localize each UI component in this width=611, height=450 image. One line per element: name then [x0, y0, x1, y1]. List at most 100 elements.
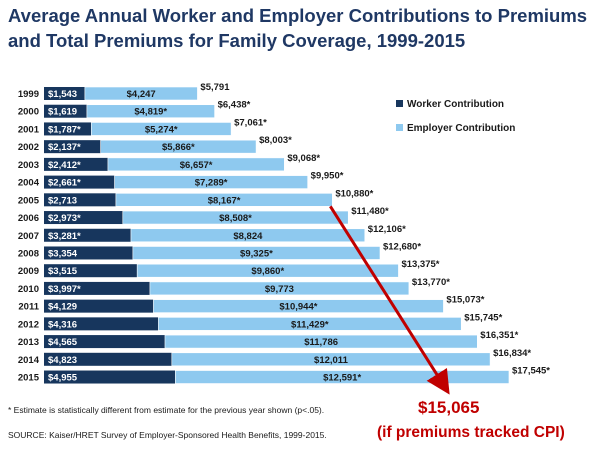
- total-premium-label: $13,770*: [412, 277, 450, 288]
- worker-contribution-bar: [44, 193, 116, 207]
- legend-swatch: [396, 100, 403, 107]
- worker-contribution-bar: [44, 104, 87, 118]
- employer-contribution-bar: [171, 352, 491, 367]
- worker-contribution-bar: [44, 246, 133, 260]
- year-label: 2012: [18, 319, 39, 330]
- employer-contribution-label: $9,325*: [240, 248, 273, 259]
- employer-contribution-bar: [91, 122, 232, 136]
- total-premium-label: $11,480*: [351, 206, 389, 217]
- employer-contribution-label: $5,866*: [162, 142, 195, 153]
- employer-contribution-label: $8,508*: [219, 213, 252, 224]
- worker-contribution-label: $2,137*: [48, 142, 81, 153]
- worker-contribution-bar: [44, 228, 131, 242]
- year-label: 2007: [18, 231, 39, 242]
- employer-contribution-bar: [175, 370, 510, 384]
- year-label: 2000: [18, 107, 39, 118]
- worker-contribution-label: $4,955: [48, 373, 78, 384]
- footnote: * Estimate is statistically different fr…: [8, 405, 325, 415]
- cpi-projection-arrow: [329, 205, 450, 395]
- employer-contribution-bar: [158, 317, 462, 331]
- employer-contribution-label: $9,860*: [251, 266, 284, 277]
- worker-contribution-label: $3,281*: [48, 231, 81, 242]
- worker-contribution-bar: [44, 299, 154, 313]
- worker-contribution-label: $1,543: [48, 89, 77, 100]
- year-label: 2002: [18, 142, 39, 153]
- worker-contribution-label: $3,515: [48, 266, 78, 277]
- employer-contribution-label: $11,429*: [291, 319, 329, 330]
- legend-label: Worker Contribution: [407, 99, 504, 110]
- year-label: 1999: [18, 89, 39, 100]
- worker-contribution-bar: [44, 317, 159, 331]
- year-label: 2009: [18, 266, 39, 277]
- total-premium-label: $16,834*: [493, 348, 531, 359]
- employer-contribution-bar: [153, 299, 444, 313]
- worker-contribution-bar: [44, 264, 138, 278]
- employer-contribution-label: $11,786: [304, 337, 338, 348]
- employer-contribution-bar: [86, 104, 215, 119]
- employer-contribution-bar: [115, 193, 333, 207]
- employer-contribution-bar: [122, 210, 349, 225]
- total-premium-label: $12,680*: [383, 241, 421, 252]
- bars-group: 1999 $1,543 $4,247 $5,791 2000 $1,619 $4,819* $…: [18, 82, 550, 384]
- worker-contribution-label: $2,661*: [48, 178, 81, 189]
- employer-contribution-label: $8,167*: [208, 195, 241, 206]
- employer-contribution-label: $10,944*: [279, 302, 317, 313]
- chart-title-line-2: and Total Premiums for Family Coverage, …: [8, 30, 466, 51]
- legend: Worker Contribution Employer Contribution: [396, 99, 515, 134]
- cpi-arrow-group: [329, 205, 450, 395]
- employer-contribution-bar: [107, 157, 285, 172]
- chart-title-line-1: Average Annual Worker and Employer Contr…: [8, 5, 588, 26]
- worker-contribution-bar: [44, 211, 123, 225]
- source-note: SOURCE: Kaiser/HRET Survey of Employer-S…: [8, 430, 327, 440]
- year-label: 2004: [18, 178, 40, 189]
- employer-contribution-label: $6,657*: [180, 160, 213, 171]
- worker-contribution-bar: [44, 370, 176, 384]
- year-label: 2003: [18, 160, 39, 171]
- employer-contribution-label: $9,773: [265, 284, 294, 295]
- employer-contribution-label: $4,247: [127, 89, 156, 100]
- total-premium-label: $12,106*: [368, 224, 406, 235]
- worker-contribution-label: $1,619: [48, 107, 77, 118]
- worker-contribution-label: $2,973*: [48, 213, 81, 224]
- worker-contribution-bar: [44, 87, 85, 100]
- total-premium-label: $6,438*: [218, 100, 251, 111]
- year-label: 2008: [18, 248, 39, 259]
- employer-contribution-bar: [114, 175, 308, 189]
- worker-contribution-label: $3,997*: [48, 284, 81, 295]
- total-premium-label: $16,351*: [480, 330, 518, 341]
- employer-contribution-label: $7,289*: [195, 178, 228, 189]
- total-premium-label: $15,745*: [464, 312, 502, 323]
- employer-contribution-bar: [100, 139, 257, 154]
- legend-swatch: [396, 124, 403, 131]
- worker-contribution-label: $2,713: [48, 195, 77, 206]
- worker-contribution-label: $4,316: [48, 319, 77, 330]
- worker-contribution-label: $1,787*: [48, 124, 81, 135]
- year-label: 2015: [18, 373, 40, 384]
- total-premium-label: $15,073*: [446, 295, 484, 306]
- employer-contribution-label: $4,819*: [134, 107, 167, 118]
- year-label: 2013: [18, 337, 39, 348]
- total-premium-label: $7,061*: [234, 117, 267, 128]
- cpi-projection-note: (if premiums tracked CPI): [377, 424, 565, 441]
- employer-contribution-label: $8,824: [233, 231, 263, 242]
- employer-contribution-label: $12,011: [314, 355, 349, 366]
- year-label: 2011: [18, 302, 39, 313]
- year-label: 2010: [18, 284, 39, 295]
- worker-contribution-label: $4,823: [48, 355, 77, 366]
- worker-contribution-bar: [44, 140, 101, 154]
- total-premium-label: $10,880*: [335, 188, 373, 199]
- total-premium-label: $9,068*: [287, 153, 320, 164]
- worker-contribution-label: $4,129: [48, 302, 77, 313]
- employer-contribution-bar: [130, 228, 366, 243]
- employer-contribution-bar: [132, 246, 381, 260]
- worker-contribution-bar: [44, 175, 115, 189]
- total-premium-label: $5,791: [200, 82, 230, 93]
- employer-contribution-bar: [136, 263, 399, 278]
- employer-contribution-bar: [164, 334, 478, 349]
- year-label: 2006: [18, 213, 39, 224]
- worker-contribution-bar: [44, 122, 92, 136]
- worker-contribution-label: $4,565: [48, 337, 78, 348]
- worker-contribution-bar: [44, 352, 172, 366]
- worker-contribution-bar: [44, 281, 150, 295]
